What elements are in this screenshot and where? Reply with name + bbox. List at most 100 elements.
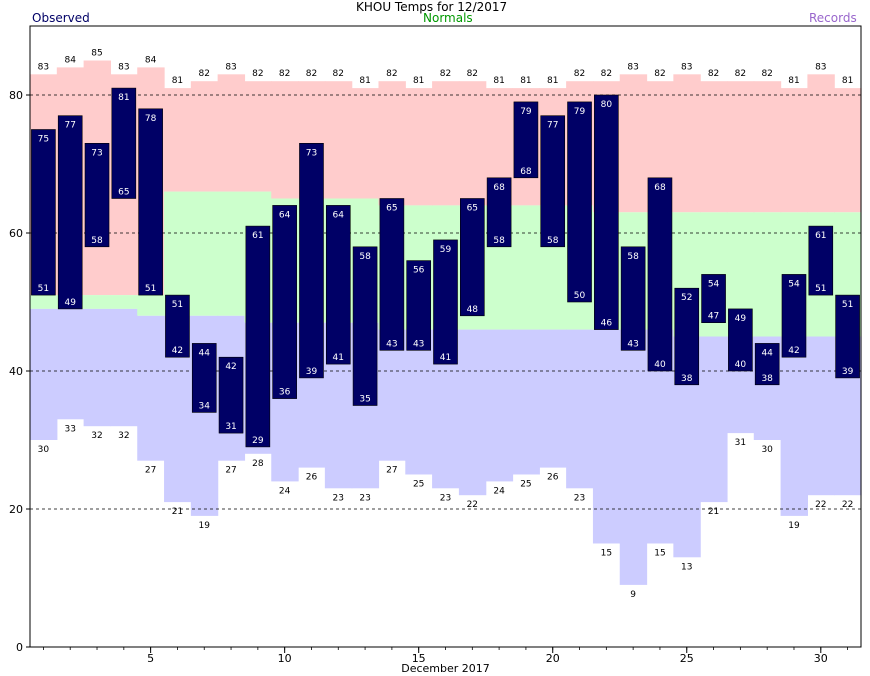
record-high-label-1: 83 <box>38 62 49 72</box>
record-high-label-29: 81 <box>788 76 799 86</box>
grid-layer <box>30 94 861 510</box>
records-legend: Records <box>809 11 857 25</box>
record-high-band-29 <box>780 88 808 213</box>
record-low-band-20 <box>539 329 567 468</box>
record-low-label-25: 13 <box>681 562 692 572</box>
record-high-band-9 <box>244 81 272 192</box>
observed-low-label-22: 46 <box>601 319 613 329</box>
observed-high-label-21: 79 <box>574 107 586 117</box>
y-tick-label-80: 80 <box>9 89 23 102</box>
observed-bar-12 <box>325 205 351 365</box>
record-high-band-15 <box>405 88 433 206</box>
observed-bar-18 <box>486 177 512 248</box>
record-low-label-20: 26 <box>547 473 559 483</box>
observed-bar-6 <box>165 294 190 358</box>
observed-high-label-4: 81 <box>118 93 129 103</box>
record-high-label-20: 81 <box>547 76 558 86</box>
observed-bar-4 <box>111 87 137 199</box>
chart-title: KHOU Temps for 12/2017 <box>356 0 508 14</box>
normal-band-3 <box>83 295 112 309</box>
record-low-band-19 <box>512 329 540 475</box>
observed-bar-25 <box>674 287 700 386</box>
observed-high-label-15: 56 <box>413 266 425 276</box>
record-low-label-10: 24 <box>279 486 291 496</box>
observed-bar-16 <box>433 239 458 365</box>
record-low-label-7: 19 <box>199 521 211 531</box>
x-tick-label-25: 25 <box>680 652 694 665</box>
record-high-label-9: 82 <box>252 69 263 79</box>
record-high-label-18: 81 <box>493 76 504 86</box>
record-high-label-31: 81 <box>842 76 853 86</box>
observed-bar-9 <box>245 225 271 448</box>
observed-low-label-31: 39 <box>842 367 854 377</box>
record-high-band-30 <box>807 74 835 213</box>
observed-bar-1 <box>31 129 56 296</box>
record-low-label-30: 22 <box>815 500 826 510</box>
record-low-label-11: 26 <box>306 473 318 483</box>
observed-high-label-8: 42 <box>225 362 236 372</box>
observed-bar-21 <box>567 101 592 303</box>
record-low-label-18: 24 <box>493 486 505 496</box>
observed-high-label-30: 61 <box>815 231 826 241</box>
observed-high-label-9: 61 <box>252 231 263 241</box>
observed-low-label-4: 65 <box>118 188 129 198</box>
observed-bar-11 <box>299 143 324 379</box>
observed-high-label-16: 59 <box>440 245 452 255</box>
record-high-band-28 <box>753 81 782 213</box>
observed-high-label-26: 54 <box>708 279 720 289</box>
record-low-band-14 <box>378 329 406 461</box>
observed-high-label-27: 49 <box>735 314 747 324</box>
record-low-label-8: 27 <box>225 466 236 476</box>
observed-bar-22 <box>594 94 619 330</box>
y-tick-label-20: 20 <box>9 503 23 516</box>
record-low-band-30 <box>807 336 835 496</box>
observed-low-label-9: 29 <box>252 436 264 446</box>
record-high-label-11: 82 <box>306 69 317 79</box>
record-high-band-31 <box>834 88 862 213</box>
observed-bar-31 <box>835 294 860 379</box>
record-low-band-22 <box>592 329 621 544</box>
observed-high-label-22: 80 <box>601 100 613 110</box>
record-high-label-10: 82 <box>279 69 290 79</box>
y-tick-label-0: 0 <box>16 641 23 654</box>
observed-bar-26 <box>701 274 726 323</box>
record-low-label-29: 19 <box>788 521 800 531</box>
record-low-label-6: 21 <box>172 507 183 517</box>
record-low-label-17: 22 <box>467 500 478 510</box>
observed-high-label-6: 51 <box>172 300 183 310</box>
observed-low-label-5: 51 <box>145 284 156 294</box>
x-tick-label-5: 5 <box>147 652 154 665</box>
record-high-band-26 <box>700 81 728 213</box>
record-high-label-17: 82 <box>467 69 478 79</box>
record-low-label-23: 9 <box>630 590 636 600</box>
record-low-label-13: 23 <box>359 493 370 503</box>
record-high-label-3: 85 <box>91 49 102 59</box>
observed-bar-8 <box>218 356 244 434</box>
observed-low-label-17: 48 <box>467 305 479 315</box>
x-axis-label: December 2017 <box>401 662 490 675</box>
record-high-label-22: 82 <box>601 69 612 79</box>
observed-low-label-18: 58 <box>493 236 505 246</box>
observed-low-label-6: 42 <box>172 346 183 356</box>
record-high-label-24: 82 <box>654 69 665 79</box>
observed-low-label-13: 35 <box>359 395 370 405</box>
record-high-label-6: 81 <box>172 76 183 86</box>
record-low-label-4: 32 <box>118 431 129 441</box>
record-low-label-28: 30 <box>761 445 773 455</box>
observed-low-label-23: 43 <box>627 339 638 349</box>
record-low-band-17 <box>458 329 487 496</box>
observed-low-label-19: 68 <box>520 167 532 177</box>
record-high-label-16: 82 <box>440 69 451 79</box>
observed-low-label-14: 43 <box>386 339 397 349</box>
x-tick-label-10: 10 <box>278 652 292 665</box>
record-high-label-12: 82 <box>333 69 344 79</box>
observed-low-label-25: 38 <box>681 374 693 384</box>
observed-low-label-12: 41 <box>333 353 344 363</box>
observed-bar-2 <box>57 115 83 310</box>
record-high-label-30: 83 <box>815 62 826 72</box>
observed-bar-17 <box>460 198 485 317</box>
observed-bar-24 <box>647 177 673 372</box>
observed-high-label-18: 68 <box>493 183 505 193</box>
record-low-label-31: 22 <box>842 500 853 510</box>
observed-high-label-28: 44 <box>761 348 773 358</box>
